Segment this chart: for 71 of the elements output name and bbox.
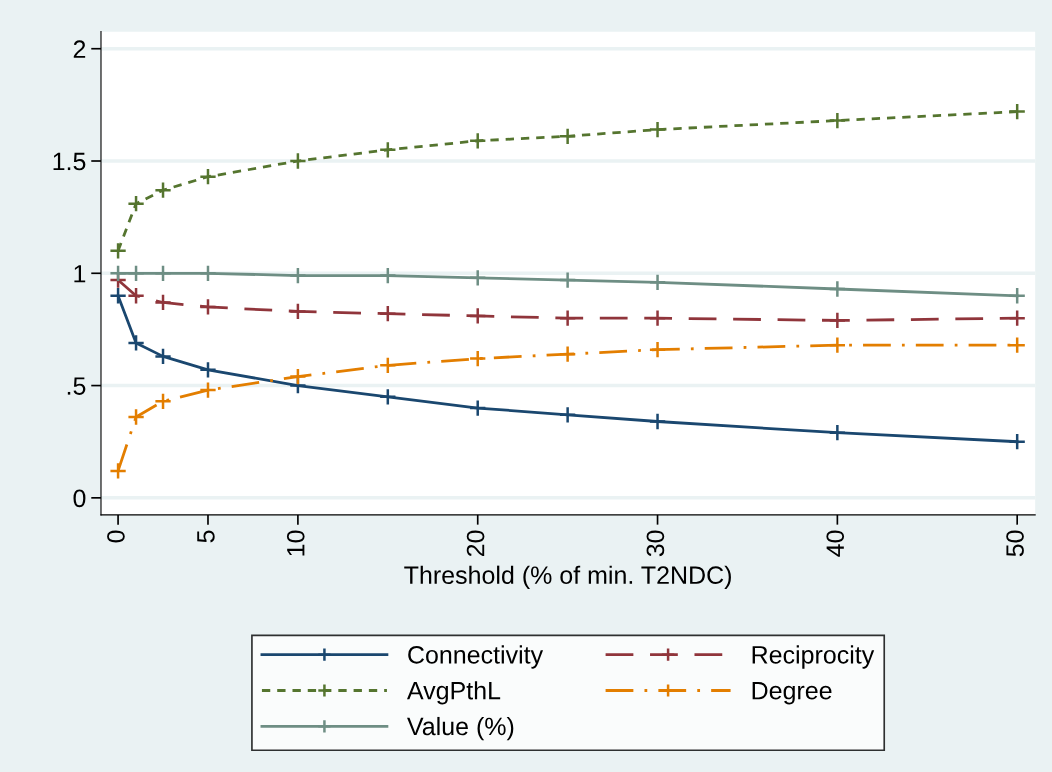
point bbox=[289, 266, 307, 285]
x-axis-title: Threshold (% of min. T2NDC) bbox=[404, 565, 731, 589]
y-tick-label: 0 bbox=[73, 489, 86, 508]
point bbox=[109, 286, 127, 305]
point bbox=[558, 309, 577, 328]
point bbox=[154, 392, 172, 411]
y-tick-label: 1 bbox=[74, 265, 86, 283]
point bbox=[828, 336, 847, 355]
point bbox=[558, 405, 577, 424]
x-tick-label: 0 bbox=[107, 530, 125, 543]
x-tick-label: 30 bbox=[646, 530, 665, 557]
point bbox=[109, 462, 127, 480]
point bbox=[154, 181, 172, 200]
point bbox=[199, 264, 217, 283]
point bbox=[154, 347, 172, 366]
point bbox=[289, 152, 307, 170]
y-tick-label: 1.5 bbox=[53, 152, 86, 171]
point bbox=[1008, 102, 1027, 121]
point bbox=[558, 127, 577, 146]
y-tick-label: 2 bbox=[73, 40, 86, 58]
point bbox=[648, 273, 667, 292]
point bbox=[648, 412, 667, 431]
point bbox=[1008, 432, 1027, 451]
point bbox=[154, 293, 172, 312]
point bbox=[558, 345, 577, 364]
point bbox=[558, 271, 577, 289]
point bbox=[199, 381, 217, 399]
point bbox=[199, 298, 217, 316]
point bbox=[1008, 286, 1027, 305]
legend-label: Degree bbox=[752, 682, 832, 705]
point bbox=[378, 140, 397, 159]
point bbox=[378, 356, 397, 375]
point bbox=[468, 349, 487, 368]
x-tick-label: 10 bbox=[286, 530, 305, 556]
point bbox=[127, 194, 145, 213]
point bbox=[127, 334, 145, 352]
point bbox=[1008, 309, 1027, 328]
point bbox=[199, 167, 217, 186]
point bbox=[468, 307, 487, 325]
legend-label: Reciprocity bbox=[752, 645, 875, 669]
point bbox=[828, 311, 847, 330]
x-tick-label: 20 bbox=[466, 530, 485, 557]
x-tick-label: 50 bbox=[1006, 530, 1024, 557]
point bbox=[127, 408, 145, 426]
point bbox=[378, 387, 397, 406]
legend-label: AvgPthL bbox=[406, 681, 501, 705]
x-tick-label: 5 bbox=[197, 530, 215, 543]
legend-label: Value (%) bbox=[407, 716, 514, 741]
point bbox=[648, 309, 667, 328]
point bbox=[378, 266, 397, 285]
point bbox=[468, 268, 487, 287]
point bbox=[828, 111, 847, 130]
point bbox=[109, 264, 127, 283]
point bbox=[468, 399, 487, 417]
point bbox=[648, 120, 667, 139]
point bbox=[127, 264, 145, 283]
point bbox=[127, 286, 145, 305]
point bbox=[648, 340, 667, 359]
point bbox=[828, 280, 847, 298]
point bbox=[289, 367, 307, 386]
y-tick-label: .5 bbox=[67, 377, 86, 395]
point bbox=[1008, 336, 1027, 355]
point bbox=[199, 360, 217, 379]
point bbox=[289, 302, 307, 321]
x-tick-label: 40 bbox=[826, 530, 845, 557]
point bbox=[378, 304, 397, 323]
point bbox=[109, 241, 127, 260]
point bbox=[468, 131, 487, 150]
point bbox=[154, 264, 172, 283]
legend-label: Connectivity bbox=[408, 645, 544, 669]
point bbox=[828, 423, 847, 442]
